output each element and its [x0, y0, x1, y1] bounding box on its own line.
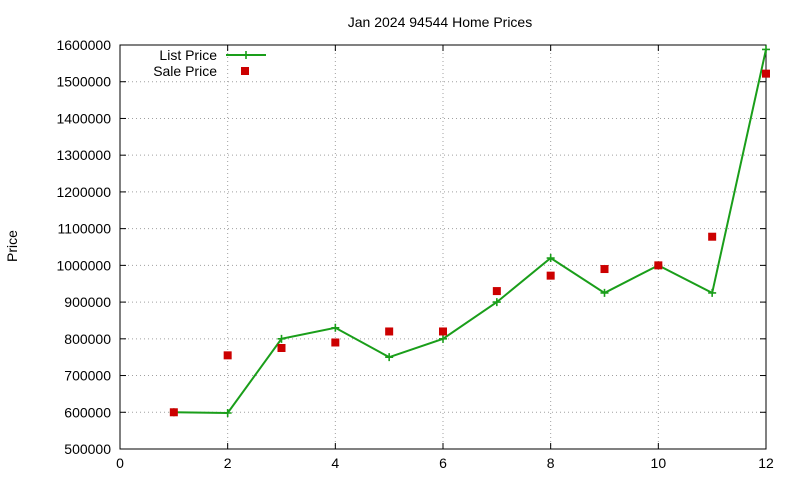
y-tick-label: 1600000	[56, 37, 111, 53]
sale-price-point	[331, 338, 340, 347]
sale-price-point	[385, 327, 394, 336]
sale-price-point	[654, 261, 663, 270]
y-tick-label: 600000	[64, 404, 111, 420]
sale-price-point	[600, 265, 609, 274]
x-tick-label: 10	[651, 455, 667, 471]
legend-plus-marker	[242, 51, 250, 59]
y-tick-label: 1500000	[56, 74, 111, 90]
sale-price-point	[223, 351, 232, 360]
chart-title: Jan 2024 94544 Home Prices	[348, 14, 532, 30]
legend-label: Sale Price	[153, 63, 217, 79]
y-tick-label: 800000	[64, 331, 111, 347]
list-price-point	[762, 45, 770, 54]
x-tick-label: 12	[758, 455, 774, 471]
sale-price-point	[492, 287, 501, 296]
list-price-line	[173, 49, 767, 415]
y-tick-label: 1400000	[56, 110, 111, 126]
list-price-point	[331, 323, 340, 332]
y-tick-label: 1100000	[58, 221, 112, 237]
sale-price-point	[762, 69, 770, 78]
list-price-point	[385, 353, 394, 362]
sale-price-point	[708, 232, 717, 241]
x-tick-label: 6	[439, 455, 447, 471]
data-series	[169, 45, 770, 418]
y-tick-label: 1000000	[56, 257, 111, 273]
sale-price-point	[169, 408, 178, 417]
list-price-point	[600, 288, 609, 297]
sale-price-point	[277, 344, 286, 352]
y-axis-label: Price	[4, 230, 20, 262]
y-tick-label: 700000	[64, 368, 111, 384]
list-price-point	[492, 298, 501, 307]
x-tick-label: 0	[116, 455, 124, 471]
axes: 500000 600000 700000 800000 900000 1000000 110…	[56, 37, 774, 471]
list-price-point	[223, 409, 232, 418]
y-tick-label: 1200000	[56, 184, 111, 200]
legend-label: List Price	[159, 47, 217, 63]
list-price-point	[439, 334, 447, 343]
list-price-point	[277, 334, 286, 343]
sale-price-point	[439, 327, 447, 336]
sale-price-point	[546, 271, 555, 280]
y-tick-label: 900000	[64, 294, 111, 310]
series-1	[169, 69, 770, 417]
y-tick-label: 500000	[64, 441, 111, 457]
grid-lines	[120, 45, 766, 449]
x-tick-label: 8	[547, 455, 555, 471]
x-tick-label: 2	[224, 455, 232, 471]
legend-square-marker	[241, 67, 249, 75]
series-0	[169, 45, 770, 418]
list-price-point	[708, 288, 717, 297]
x-tick-label: 4	[331, 455, 339, 471]
list-price-point	[546, 254, 555, 263]
y-tick-label: 1300000	[56, 147, 111, 163]
